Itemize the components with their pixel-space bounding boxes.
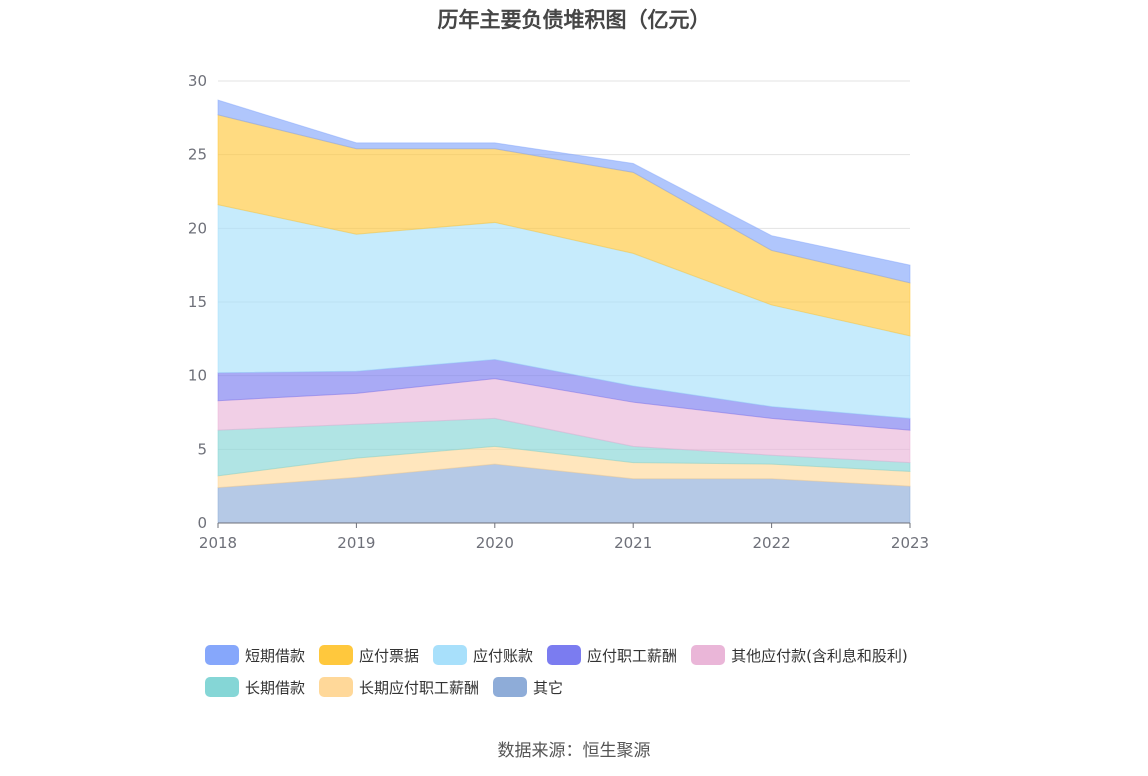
x-tick-label: 2020 xyxy=(476,534,514,552)
legend-label: 短期借款 xyxy=(245,646,306,665)
legend-item-accounts-payable[interactable]: 应付账款 xyxy=(433,645,533,666)
legend-swatch xyxy=(205,677,239,697)
legend-swatch xyxy=(493,677,528,697)
chart-legend: 短期借款 应付票据 应付账款 应付职工薪酬 其他应付款(含利息和股利) 长期借款… xyxy=(205,639,965,703)
x-tick-label: 2022 xyxy=(753,534,791,552)
legend-item-payroll-payable[interactable]: 应付职工薪酬 xyxy=(547,645,677,666)
x-tick-label: 2023 xyxy=(891,534,929,552)
legend-swatch xyxy=(319,677,354,697)
legend-row: 长期借款 长期应付职工薪酬 其它 xyxy=(205,671,965,703)
legend-item-long-term-payroll[interactable]: 长期应付职工薪酬 xyxy=(319,677,479,698)
legend-item-other-payables[interactable]: 其他应付款(含利息和股利) xyxy=(691,645,908,666)
legend-label: 应付职工薪酬 xyxy=(587,646,678,665)
legend-item-long-term-loans[interactable]: 长期借款 xyxy=(205,677,305,698)
y-tick-label: 30 xyxy=(188,72,207,90)
x-tick-label: 2019 xyxy=(337,534,375,552)
legend-row: 短期借款 应付票据 应付账款 应付职工薪酬 其他应付款(含利息和股利) xyxy=(205,639,965,671)
x-tick-label: 2021 xyxy=(614,534,652,552)
legend-item-short-term-loans[interactable]: 短期借款 xyxy=(205,645,305,666)
data-source: 数据来源：恒生聚源 xyxy=(497,741,651,761)
y-tick-label: 5 xyxy=(197,440,207,458)
legend-swatch xyxy=(205,645,239,665)
legend-label: 其它 xyxy=(533,678,564,697)
legend-label: 应付票据 xyxy=(359,646,420,665)
legend-label: 长期应付职工薪酬 xyxy=(359,678,480,697)
stacked-area-chart: 0 5 10 15 20 25 30 2018 2019 2020 2021 2022 2023 xyxy=(188,72,929,552)
y-tick-label: 15 xyxy=(188,293,207,311)
legend-swatch xyxy=(319,645,354,665)
legend-label: 应付账款 xyxy=(473,646,534,665)
legend-item-notes-payable[interactable]: 应付票据 xyxy=(319,645,419,666)
legend-swatch xyxy=(691,645,726,665)
legend-swatch xyxy=(433,645,468,665)
y-tick-label: 0 xyxy=(197,514,207,532)
area-series xyxy=(217,99,911,284)
y-tick-label: 10 xyxy=(188,367,207,385)
legend-label: 长期借款 xyxy=(245,678,306,697)
legend-item-others[interactable]: 其它 xyxy=(493,677,563,698)
legend-swatch xyxy=(547,645,582,665)
x-tick-label: 2018 xyxy=(199,534,237,552)
y-tick-label: 25 xyxy=(188,146,207,164)
chart-title: 历年主要负债堆积图（亿元） xyxy=(437,8,711,32)
y-tick-label: 20 xyxy=(188,219,207,237)
legend-label: 其他应付款(含利息和股利) xyxy=(731,646,908,665)
